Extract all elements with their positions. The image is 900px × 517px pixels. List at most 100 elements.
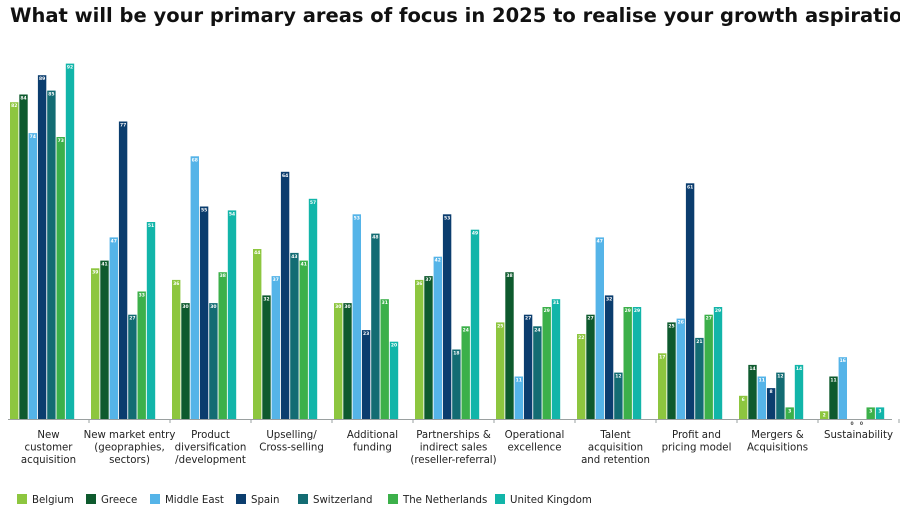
bar-value-label: 11 [830,378,836,384]
zero-value-label: 0 [860,421,863,427]
bar-value-label: 30 [335,304,341,310]
category-label: Additional [347,430,398,441]
bar [676,318,685,419]
bar-value-label: 82 [11,103,17,109]
bar [866,407,875,419]
category-label: (reseller-referral) [410,455,496,466]
bar-value-label: 30 [344,304,350,310]
bar [109,237,118,419]
bar [514,376,523,419]
category-label: Sustainability [824,430,893,441]
bar-value-label: 53 [354,215,360,221]
bar [65,63,75,419]
legend-swatch [150,494,160,504]
bar-value-label: 30 [182,304,188,310]
bar [209,303,218,419]
bar-value-label: 30 [210,304,216,310]
bar [190,156,199,420]
bar [19,94,28,419]
bar [290,252,299,419]
zero-value-label: 0 [851,421,854,427]
legend-label: Spain [251,495,279,506]
bar-value-label: 39 [92,269,98,275]
bar [415,279,424,419]
bar-value-label: 29 [715,308,721,314]
bar [776,372,785,419]
bar-value-label: 41 [301,262,307,268]
bar [118,121,128,419]
legend-swatch [86,494,96,504]
bar-value-label: 41 [101,262,107,268]
category-label: excellence [507,443,561,454]
legend: Belgium Greece Middle East Spain Switzerland… [17,494,592,506]
bar [461,326,470,419]
bar [352,214,361,419]
bar [496,322,505,419]
bar-value-label: 31 [553,300,559,306]
category-label: Acquisitions [747,443,808,454]
category-label: funding [353,443,392,454]
category-label: Mergers & [751,430,804,441]
category-label: Partnerships & [416,430,491,441]
legend-swatch [495,494,505,504]
bar-value-label: 17 [659,354,665,360]
bar-value-label: 38 [506,273,512,279]
bar [748,364,757,419]
category-label: Product [191,430,230,441]
chart-title: What will be your primary areas of focus… [10,4,900,27]
legend-label: The Netherlands [402,495,487,506]
category-label: diversification [175,443,247,454]
bar [829,376,838,419]
bar-value-label: 27 [587,316,593,322]
bar [695,337,704,419]
bar-value-label: 26 [678,320,684,326]
bar-value-label: 29 [544,308,550,314]
bar-value-label: 14 [796,366,802,372]
category-label: sectors) [109,455,150,466]
bar-value-label: 37 [425,277,431,283]
bar [551,299,561,419]
bar-group: 8284748985739239414777273351363068553038… [10,63,885,420]
bar [523,314,533,419]
bar [586,314,595,419]
bar [146,222,156,419]
bar-value-label: 54 [229,211,235,217]
bar-value-label: 16 [840,358,846,364]
bar [389,341,399,419]
bar [713,307,723,419]
legend-label: Belgium [32,495,74,506]
bar-value-label: 21 [696,339,702,345]
bar-value-label: 12 [777,374,783,380]
legend-label: United Kingdom [510,495,592,506]
bar [595,237,604,419]
bar [577,334,586,419]
bar [10,102,19,419]
bar-value-label: 32 [263,296,269,302]
bar [452,349,461,419]
category-label: New [37,430,59,441]
bar [47,90,56,419]
bar-value-label: 53 [444,215,450,221]
bar [128,314,137,419]
bar-value-label: 61 [687,184,693,190]
category-label: customer [25,443,74,454]
bar [785,407,794,419]
bar-value-label: 20 [391,343,397,349]
bar [667,322,676,419]
bar [505,272,514,419]
bar-value-label: 38 [220,273,226,279]
bar-value-label: 74 [30,134,36,140]
bar-value-label: 11 [516,378,522,384]
legend-swatch [236,494,246,504]
bar-value-label: 51 [148,223,154,229]
bar [757,376,766,419]
bar-value-label: 44 [254,250,260,256]
bar-value-label: 33 [139,293,145,299]
bar [100,260,109,419]
bar-value-label: 89 [39,76,45,82]
bar [271,276,280,419]
bar [91,268,100,419]
bar-value-label: 47 [597,238,603,244]
bar [433,256,442,419]
